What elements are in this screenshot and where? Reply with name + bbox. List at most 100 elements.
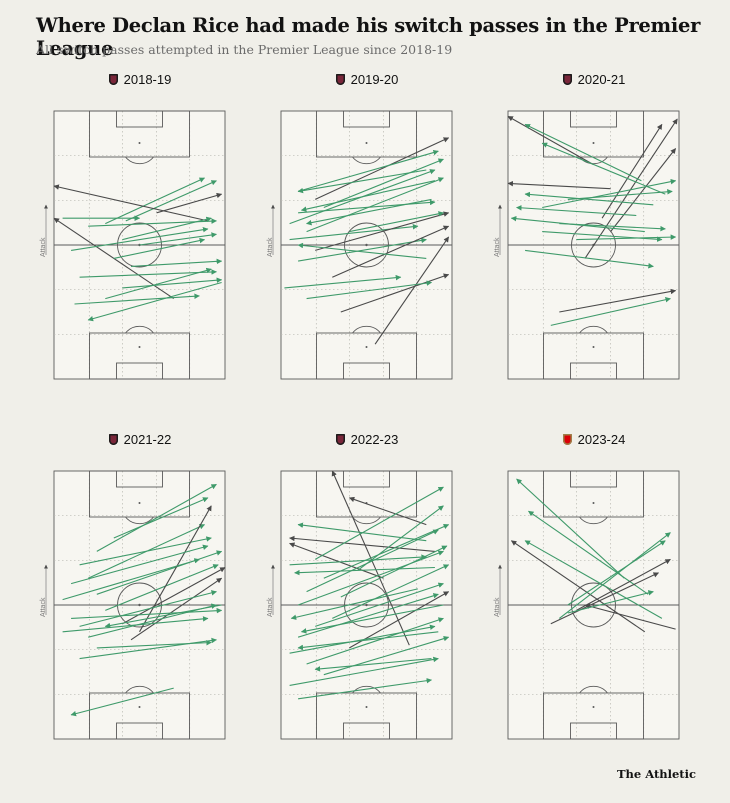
centre-circle: [344, 582, 389, 628]
unsuccessful-switch-pass: [332, 225, 450, 278]
season-header-2021-22: 2021-22: [50, 432, 230, 447]
successful-switch-pass: [516, 478, 625, 579]
west-ham-crest-icon: [108, 434, 118, 445]
bottom-penalty-spot: [592, 706, 595, 708]
season-label: 2019-20: [350, 72, 399, 87]
successful-switch-pass: [567, 540, 666, 606]
successful-switch-pass: [524, 191, 654, 206]
unsuccessful-switch-pass: [53, 184, 209, 222]
successful-switch-pass: [290, 588, 418, 620]
unsuccessful-switch-pass: [576, 558, 671, 611]
successful-switch-pass: [559, 223, 666, 232]
successful-switch-pass: [289, 656, 439, 686]
successful-switch-pass: [104, 604, 222, 629]
successful-switch-pass: [96, 550, 223, 595]
successful-switch-pass: [567, 590, 654, 614]
successful-switch-pass: [567, 189, 673, 200]
season-label: 2020-21: [577, 72, 626, 87]
successful-switch-pass: [62, 558, 200, 601]
west-ham-crest-icon: [108, 74, 118, 85]
successful-switch-pass: [130, 258, 223, 267]
successful-switch-pass: [298, 237, 427, 262]
successful-switch-pass: [297, 593, 439, 638]
successful-switch-pass: [294, 566, 435, 576]
successful-switch-pass: [289, 624, 436, 654]
successful-switch-pass: [542, 178, 677, 209]
bottom-penalty-spot: [592, 346, 595, 348]
top-goal-area: [343, 110, 390, 128]
unsuccessful-switch-pass: [559, 288, 677, 313]
successful-switch-pass: [79, 536, 212, 566]
season-header-2019-20: 2019-20: [277, 72, 457, 87]
west-ham-crest-icon: [335, 74, 345, 85]
unsuccessful-switch-pass: [510, 540, 646, 633]
successful-switch-pass: [524, 123, 642, 182]
bottom-penalty-spot: [365, 346, 368, 348]
season-header-2020-21: 2020-21: [504, 72, 684, 87]
unsuccessful-switch-pass: [601, 123, 663, 219]
season-header-2018-19: 2018-19: [50, 72, 230, 87]
top-goal-area: [570, 470, 617, 488]
successful-switch-pass: [74, 293, 200, 305]
successful-switch-pass: [297, 522, 427, 542]
successful-switch-pass: [315, 582, 444, 627]
unsuccessful-switch-pass: [507, 115, 594, 166]
unsuccessful-switch-pass: [315, 211, 450, 251]
successful-switch-pass: [105, 564, 219, 611]
successful-switch-pass: [314, 658, 432, 672]
successful-switch-pass: [357, 505, 444, 571]
unsuccessful-switch-pass: [550, 572, 659, 625]
bottom-goal-area: [343, 722, 390, 740]
successful-switch-pass: [298, 677, 433, 700]
successful-switch-pass: [525, 249, 654, 269]
arsenal-crest-icon: [562, 434, 572, 445]
top-penalty-arc: [352, 156, 381, 165]
successful-switch-pass: [306, 529, 439, 593]
successful-switch-pass: [528, 510, 649, 595]
top-penalty-arc: [579, 516, 608, 525]
attack-label: Attack: [494, 237, 501, 257]
centre-circle: [344, 222, 389, 268]
top-goal-area: [570, 110, 617, 128]
bottom-penalty-spot: [138, 346, 141, 348]
unsuccessful-switch-pass: [348, 496, 427, 526]
unsuccessful-switch-pass: [374, 236, 450, 345]
successful-switch-pass: [332, 564, 450, 619]
season-label: 2023-24: [577, 432, 626, 447]
pitch-2018-19: Attack: [40, 110, 226, 380]
successful-switch-pass: [323, 158, 444, 209]
west-ham-crest-icon: [335, 434, 345, 445]
successful-switch-pass: [297, 149, 439, 192]
bottom-goal-area: [570, 722, 617, 740]
successful-switch-pass: [297, 169, 427, 194]
bottom-penalty-arc: [125, 325, 154, 334]
successful-switch-pass: [297, 631, 439, 651]
successful-switch-pass: [122, 277, 223, 289]
successful-switch-pass: [541, 142, 666, 195]
attack-label: Attack: [40, 597, 47, 617]
successful-switch-pass: [71, 607, 223, 619]
successful-switch-pass: [105, 267, 212, 300]
top-penalty-spot: [138, 502, 141, 504]
centre-circle: [117, 222, 162, 268]
successful-switch-pass: [105, 177, 205, 225]
successful-switch-pass: [139, 232, 217, 246]
unsuccessful-switch-pass: [289, 542, 384, 579]
attack-label: Attack: [40, 237, 47, 257]
successful-switch-pass: [289, 554, 427, 566]
top-penalty-arc: [352, 516, 381, 525]
unsuccessful-switch-pass: [139, 505, 212, 633]
attack-label: Attack: [494, 597, 501, 617]
centre-spot: [365, 603, 368, 607]
bottom-goal-area: [570, 362, 617, 380]
bottom-penalty-arc: [352, 325, 381, 334]
successful-switch-pass: [79, 269, 217, 278]
successful-switch-pass: [306, 177, 444, 233]
pitch-2023-24: Attack: [494, 470, 680, 740]
successful-switch-pass: [306, 198, 432, 226]
top-goal-area: [116, 110, 163, 128]
centre-spot: [138, 603, 141, 607]
unsuccessful-switch-pass: [314, 137, 450, 200]
successful-switch-pass: [70, 544, 209, 585]
